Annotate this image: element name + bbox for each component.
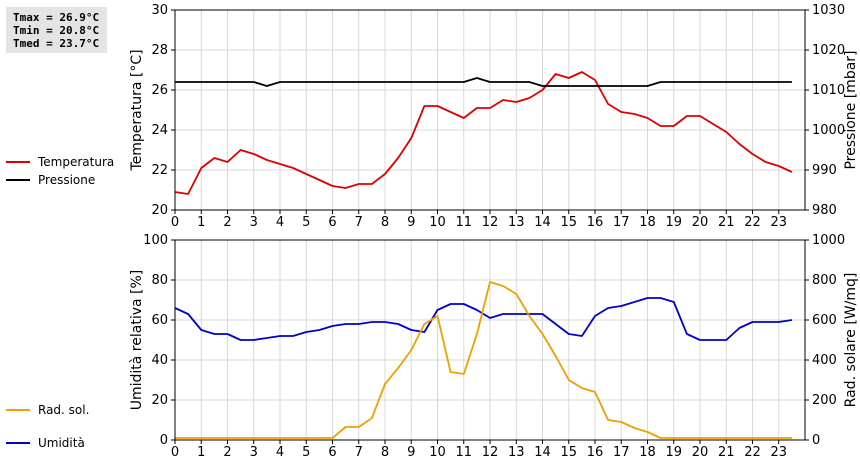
- bottom-xtick-label: 5: [302, 445, 310, 460]
- bottom-plot-frame: [174, 239, 806, 441]
- bottom-xtick-label: 16: [587, 445, 604, 460]
- top-y2tick-label: 1030: [812, 3, 845, 18]
- bottom-xtick-label: 21: [718, 445, 735, 460]
- bottom-y2tick-label: 400: [812, 353, 837, 368]
- bottom-xtick-label: 8: [381, 445, 389, 460]
- bottom-xtick-label: 1: [197, 445, 205, 460]
- bottom-series-rad-sol: [175, 281, 792, 439]
- top-ytick-label: 28: [151, 43, 168, 58]
- bottom-ytick-label: 100: [143, 233, 168, 248]
- bottom-xtick-label: 23: [770, 445, 787, 460]
- top-xtick-label: 5: [302, 215, 310, 230]
- top-xtick-label: 0: [171, 215, 179, 230]
- legend-bottom: Umidità Rad. sol.: [6, 403, 89, 450]
- bottom-ytick-label: 40: [151, 353, 168, 368]
- top-plot-frame: [174, 9, 806, 211]
- top-ytick-label: 26: [151, 83, 168, 98]
- bottom-xtick-label: 13: [508, 445, 525, 460]
- legend-label-pressione: Pressione: [38, 173, 95, 187]
- bottom-y2tick-label: 0: [812, 433, 820, 448]
- top-xtick-label: 12: [482, 215, 499, 230]
- top-ytick-label: 30: [151, 3, 168, 18]
- top-y2tick-label: 980: [812, 203, 837, 218]
- tmin-label: Tmin = 20.8°C: [13, 24, 100, 37]
- bottom-ytick-label: 60: [151, 313, 168, 328]
- bottom-y2tick-label: 800: [812, 273, 837, 288]
- legend-label-temperatura: Temperatura: [37, 155, 114, 169]
- bottom-xtick-label: 11: [455, 445, 472, 460]
- bottom-ytick-label: 80: [151, 273, 168, 288]
- top-xtick-label: 2: [223, 215, 231, 230]
- top-ytick-label: 24: [151, 123, 168, 138]
- top-xtick-label: 1: [197, 215, 205, 230]
- bottom-y2tick-label: 1000: [812, 233, 845, 248]
- bottom-ytick-label: 20: [151, 393, 168, 408]
- legend-label-umidita: Umidità: [38, 436, 85, 450]
- top-ytick-label: 22: [151, 163, 168, 178]
- top-xtick-label: 7: [355, 215, 363, 230]
- stats-box: Tmax = 26.9°C Tmin = 20.8°C Tmed = 23.7°…: [6, 7, 107, 53]
- bottom-xtick-label: 18: [639, 445, 656, 460]
- bottom-xtick-label: 9: [407, 445, 415, 460]
- top-xtick-label: 14: [534, 215, 551, 230]
- top-y2tick-label: 1000: [812, 123, 845, 138]
- top-y2tick-label: 1010: [812, 83, 845, 98]
- bottom-xtick-label: 0: [171, 445, 179, 460]
- bottom-xtick-label: 2: [223, 445, 231, 460]
- top-xtick-label: 20: [692, 215, 709, 230]
- top-xtick-label: 13: [508, 215, 525, 230]
- bottom-xtick-label: 20: [692, 445, 709, 460]
- top-xtick-label: 6: [328, 215, 336, 230]
- bottom-xtick-label: 14: [534, 445, 551, 460]
- top-xtick-label: 10: [429, 215, 446, 230]
- top-xtick-label: 11: [455, 215, 472, 230]
- top-series-temperatura: [174, 71, 793, 195]
- bottom-xtick-label: 10: [429, 445, 446, 460]
- top-series-pressione: [175, 77, 792, 87]
- bottom-xtick-label: 6: [328, 445, 336, 460]
- top-xtick-label: 23: [770, 215, 787, 230]
- top-xtick-label: 15: [560, 215, 577, 230]
- top-xtick-label: 8: [381, 215, 389, 230]
- bottom-y2label: Rad. solare [W/mq]: [843, 273, 859, 408]
- bottom-xtick-label: 19: [665, 445, 682, 460]
- top-xtick-label: 17: [613, 215, 630, 230]
- bottom-y2tick-label: 200: [812, 393, 837, 408]
- bottom-ytick-label: 0: [160, 433, 168, 448]
- bottom-y2tick-label: 600: [812, 313, 837, 328]
- legend-top: Temperatura Pressione: [6, 155, 114, 187]
- bottom-xtick-label: 7: [355, 445, 363, 460]
- top-ytick-label: 20: [151, 203, 168, 218]
- top-ylabel: Temperatura [°C]: [129, 49, 145, 171]
- legend-label-radsol: Rad. sol.: [38, 403, 89, 417]
- top-y2tick-label: 990: [812, 163, 837, 178]
- top-xtick-label: 16: [587, 215, 604, 230]
- tmax-label: Tmax = 26.9°C: [13, 11, 100, 24]
- bottom-series-umidit: [174, 297, 793, 341]
- top-xtick-label: 9: [407, 215, 415, 230]
- bottom-xtick-label: 3: [250, 445, 258, 460]
- bottom-xtick-label: 15: [560, 445, 577, 460]
- top-y2tick-label: 1020: [812, 43, 845, 58]
- tmed-label: Tmed = 23.7°C: [13, 37, 100, 50]
- top-xtick-label: 18: [639, 215, 656, 230]
- bottom-xtick-label: 4: [276, 445, 284, 460]
- top-xtick-label: 19: [665, 215, 682, 230]
- bottom-xtick-label: 22: [744, 445, 761, 460]
- top-xtick-label: 4: [276, 215, 284, 230]
- top-xtick-label: 21: [718, 215, 735, 230]
- bottom-xtick-label: 12: [482, 445, 499, 460]
- top-y2label: Pressione [mbar]: [843, 50, 859, 169]
- bottom-xtick-label: 17: [613, 445, 630, 460]
- top-xtick-label: 3: [250, 215, 258, 230]
- top-xtick-label: 22: [744, 215, 761, 230]
- bottom-ylabel: Umidità relativa [%]: [129, 270, 145, 411]
